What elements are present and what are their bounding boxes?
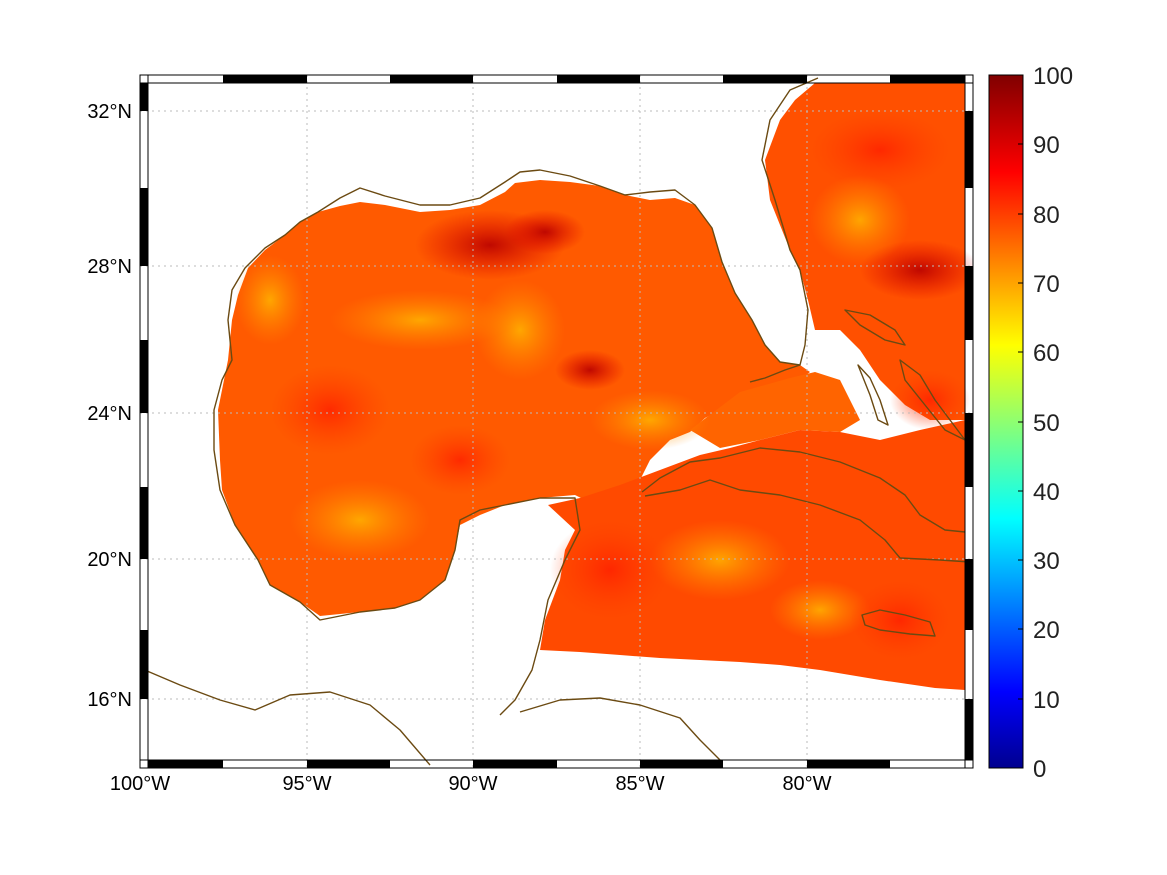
lon-label: 90°W: [448, 773, 497, 795]
colorbar-gradient: [988, 74, 1024, 769]
colorbar-label: 90: [1033, 132, 1060, 159]
lat-label: 24°N: [87, 403, 132, 425]
colorbar-label: 50: [1033, 410, 1060, 437]
central-america-coast: [139, 667, 431, 766]
colorbar-label: 80: [1033, 202, 1060, 229]
colorbar: 100 90 80 70 60 50 40 30 20 10 0: [988, 63, 1073, 783]
colorbar-label: 10: [1033, 687, 1060, 714]
colorbar-label: 100: [1033, 63, 1073, 90]
jamaica-coast: [861, 609, 936, 637]
keys-coast: [749, 364, 801, 383]
colorbar-label: 70: [1033, 271, 1060, 298]
colorbar-ticks: [1018, 143, 1023, 700]
gulf-coast-line: [317, 77, 819, 366]
colorbar-label: 30: [1033, 548, 1060, 575]
lat-label: 32°N: [87, 101, 132, 123]
florida-straits-field: [690, 372, 860, 448]
lon-label: 95°W: [282, 773, 331, 795]
colorbar-label: 60: [1033, 340, 1060, 367]
lon-label: 100°W: [110, 773, 170, 795]
lon-label: 85°W: [615, 773, 664, 795]
graticule: [140, 75, 973, 768]
longitude-labels: 100°W 95°W 90°W 85°W 80°W: [110, 773, 832, 795]
colorbar-label: 0: [1033, 756, 1046, 783]
map-frame: [139, 74, 974, 769]
lat-label: 20°N: [87, 549, 132, 571]
lat-label: 28°N: [87, 256, 132, 278]
latitude-labels: 32°N 28°N 24°N 20°N 16°N: [87, 101, 132, 711]
colorbar-label: 40: [1033, 479, 1060, 506]
lon-label: 80°W: [782, 773, 831, 795]
data-field: [218, 83, 973, 690]
coastlines: [139, 77, 971, 766]
cuba-coast: [641, 447, 971, 563]
lat-label: 16°N: [87, 689, 132, 711]
colorbar-label: 20: [1033, 617, 1060, 644]
mexico-coast-line: [213, 211, 581, 716]
honduras-coast: [519, 697, 721, 761]
